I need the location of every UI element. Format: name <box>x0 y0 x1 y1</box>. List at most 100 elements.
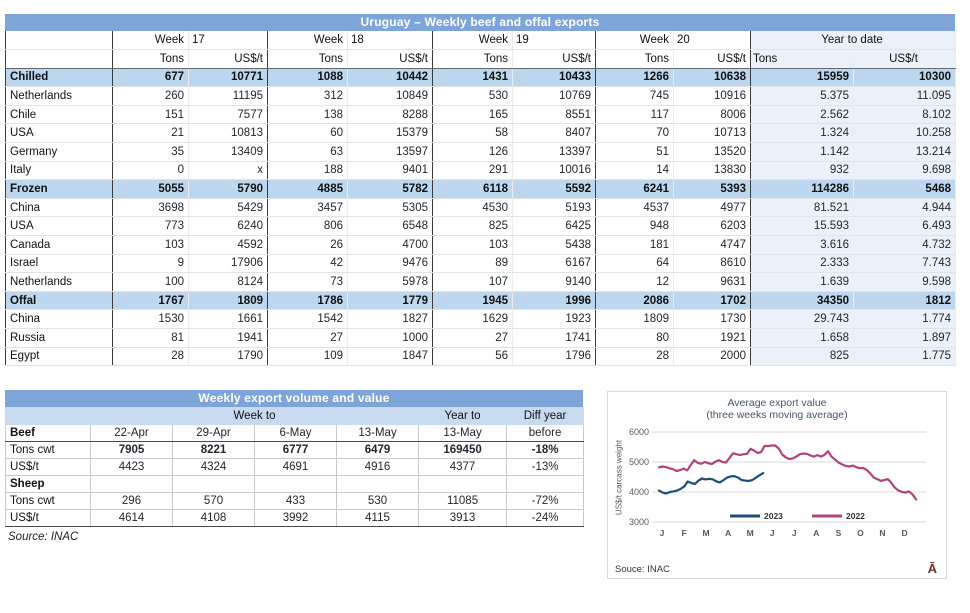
value-cell: 1730 <box>673 309 751 329</box>
chart-subtitle: (three weeks moving average) <box>706 409 848 421</box>
value-cell: 21 <box>112 123 189 144</box>
value-cell: 5393 <box>673 179 751 199</box>
date-header: 6-May <box>254 424 337 442</box>
legend-label: 2022 <box>846 511 865 521</box>
value-cell: 1.639 <box>750 272 854 292</box>
value-cell: 165 <box>432 105 513 125</box>
value-cell: 100 <box>112 272 189 292</box>
value-cell: 1.775 <box>853 347 957 367</box>
x-tick-label: J <box>792 528 797 538</box>
column-header-row: Beef 22-Apr 29-Apr 6-May 13-May 13-May b… <box>5 424 585 442</box>
value-cell: 13520 <box>673 142 751 162</box>
value-cell: -72% <box>506 492 585 510</box>
row-label: Chilled <box>5 68 113 88</box>
value-cell: 107 <box>432 272 513 292</box>
row-label: Sheep <box>5 475 91 493</box>
value-cell: 2086 <box>595 291 674 311</box>
value-cell: 11085 <box>418 492 508 510</box>
usdt-header: US$/t <box>673 49 751 69</box>
value-cell: 806 <box>267 216 348 237</box>
value-cell: 14 <box>595 161 674 181</box>
value-cell: 5468 <box>853 179 957 199</box>
value-cell: 2.562 <box>750 105 854 125</box>
legend-label: 2023 <box>764 511 783 521</box>
value-cell: 6425 <box>512 216 596 237</box>
value-cell: 169450 <box>418 441 508 459</box>
table-row: Tons cwt 7905 8221 6777 6479 169450 -18% <box>5 441 585 459</box>
value-cell <box>172 475 255 493</box>
value-cell: 1790 <box>188 347 268 367</box>
row-label: Frozen <box>5 179 113 199</box>
value-cell: 11195 <box>188 86 268 106</box>
value-cell: 188 <box>267 161 348 181</box>
week-label: Week <box>267 31 348 51</box>
value-cell: 312 <box>267 86 348 106</box>
value-cell: 9 <box>112 254 189 274</box>
value-cell: 28 <box>595 347 674 367</box>
table-row: Netherlands 260 11195 312 10849 530 10769 745 10… <box>5 86 957 106</box>
value-cell: 1809 <box>188 291 268 311</box>
value-cell: 6118 <box>432 179 513 199</box>
table-row: Germany 35 13409 63 13597 126 13397 51 13520 1.14… <box>5 142 957 162</box>
value-cell: 89 <box>432 254 513 274</box>
value-cell: 63 <box>267 142 348 162</box>
value-cell: 1.324 <box>750 123 854 144</box>
value-cell: 1921 <box>673 328 751 348</box>
value-cell: 58 <box>432 123 513 144</box>
value-cell: 10.258 <box>853 123 957 144</box>
value-cell: 10638 <box>673 68 751 88</box>
value-cell: 126 <box>432 142 513 162</box>
row-label: Egypt <box>5 347 113 367</box>
value-cell: 1088 <box>267 68 348 88</box>
table-row: USA 21 10813 60 15379 58 8407 70 10713 1.324 10.25… <box>5 123 957 144</box>
value-cell: 13.214 <box>853 142 957 162</box>
value-cell: -13% <box>506 458 585 476</box>
value-cell: 103 <box>112 235 189 255</box>
x-tick-label: A <box>725 528 731 538</box>
value-cell: 4614 <box>90 509 173 527</box>
table-row: China 3698 5429 3457 5305 4530 5193 4537 4977 81.… <box>5 198 957 218</box>
value-cell: 4324 <box>172 458 255 476</box>
row-label: Offal <box>5 291 113 311</box>
value-cell: 8551 <box>512 105 596 125</box>
value-cell: 10769 <box>512 86 596 106</box>
value-cell: 4885 <box>267 179 348 199</box>
value-cell: 9631 <box>673 272 751 292</box>
value-cell <box>506 475 585 493</box>
value-cell: 1847 <box>347 347 433 367</box>
x-tick-label: D <box>901 528 907 538</box>
value-cell: 1.142 <box>750 142 854 162</box>
year-to-date-header: 13-May <box>418 424 508 442</box>
value-cell: 13830 <box>673 161 751 181</box>
week-label: Week <box>112 31 189 51</box>
chart-watermark: Ā <box>927 561 937 576</box>
x-tick-label: O <box>857 528 864 538</box>
weekly-table-title: Weekly export volume and value <box>5 390 583 407</box>
table-row: Chile 151 7577 138 8288 165 8551 117 8006 2.562 8.… <box>5 105 957 125</box>
value-cell: 825 <box>750 347 854 367</box>
date-header: 29-Apr <box>172 424 255 442</box>
value-cell: 64 <box>595 254 674 274</box>
value-cell: 7905 <box>90 441 173 459</box>
value-cell: 10771 <box>188 68 268 88</box>
value-cell: 8.102 <box>853 105 957 125</box>
value-cell: 26 <box>267 235 348 255</box>
date-header: 13-May <box>335 424 420 442</box>
value-cell: 1923 <box>512 309 596 329</box>
value-cell: 932 <box>750 161 854 181</box>
source-note: Source: INAC <box>8 531 79 543</box>
x-tick-label: F <box>681 528 686 538</box>
export-table-panel: Uruguay – Weekly beef and offal exports … <box>5 14 957 367</box>
chart-source-note: Souce: INAC <box>615 564 670 575</box>
ytd-tons-header: Tons <box>750 49 854 69</box>
value-cell: 10813 <box>188 123 268 144</box>
value-cell: 1266 <box>595 68 674 88</box>
usdt-header: US$/t <box>188 49 268 69</box>
value-cell: 9476 <box>347 254 433 274</box>
date-header: 22-Apr <box>90 424 173 442</box>
value-cell: 4530 <box>432 198 513 218</box>
week-to-header: Week to <box>89 407 420 425</box>
table-row: US$/t 4614 4108 3992 4115 3913 -24% <box>5 509 585 527</box>
value-cell: 4700 <box>347 235 433 255</box>
value-cell: 27 <box>267 328 348 348</box>
